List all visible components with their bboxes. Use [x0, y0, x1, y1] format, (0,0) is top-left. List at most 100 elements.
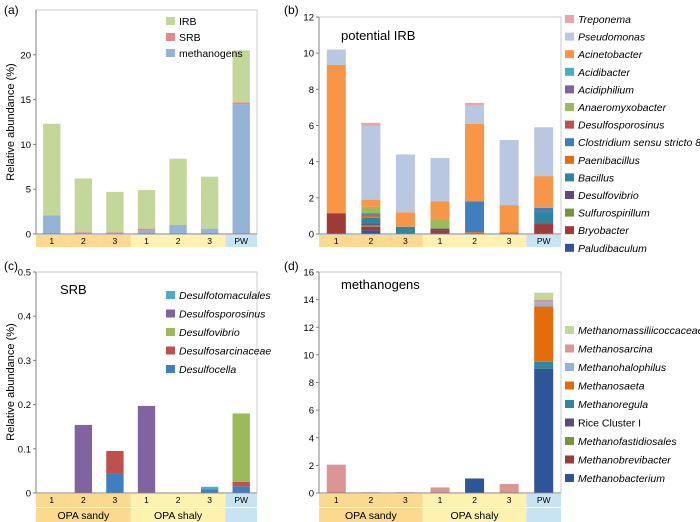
x-tick-label: 3	[403, 495, 408, 505]
legend-label: Methanoregula	[578, 399, 648, 411]
y-tick-label: 8	[309, 378, 314, 389]
y-tick-label: 14	[303, 295, 314, 306]
x-tick-label: 1	[334, 495, 339, 505]
legend-label: methanogens	[179, 48, 243, 60]
bar-segment	[43, 123, 61, 216]
bar-segment	[232, 102, 250, 105]
panel-b-label: (b)	[284, 3, 299, 17]
x-tick-label: 2	[176, 495, 181, 505]
bar-segment	[200, 486, 219, 490]
y-tick-label: 16	[303, 268, 314, 279]
legend-label: Pseudomonas	[578, 32, 646, 44]
x-tick-label: 2	[81, 495, 86, 505]
category-band	[225, 235, 257, 247]
legend-swatch	[166, 365, 175, 373]
legend-swatch	[166, 291, 175, 299]
legend-swatch	[565, 243, 574, 252]
bar-segment	[534, 211, 554, 224]
x-tick-label: 3	[207, 495, 212, 505]
group-label-shaly: OPA shaly	[450, 510, 499, 522]
group-band-pw	[526, 508, 561, 522]
y-tick-label: 0.2	[18, 400, 31, 411]
bar-segment	[499, 232, 519, 234]
bar-segment	[361, 215, 381, 218]
category-band	[526, 494, 561, 507]
legend-label: Rice Cluster I	[578, 418, 641, 430]
legend-swatch	[565, 437, 574, 445]
legend-swatch	[565, 85, 574, 94]
category-band	[388, 494, 423, 507]
y-tick-label: 10	[20, 140, 31, 151]
legend-label: Desulfosporosinus	[179, 309, 266, 321]
x-tick-label: 3	[403, 236, 408, 246]
bar-segment	[137, 190, 156, 229]
x-tick-label: 3	[207, 236, 212, 246]
bar-segment	[137, 405, 156, 493]
legend-label: IRB	[179, 16, 197, 28]
y-tick-label: 2	[309, 461, 314, 472]
bar-segment	[534, 368, 554, 493]
bar-segment	[361, 199, 381, 207]
legend-swatch	[565, 32, 574, 41]
bar-segment	[361, 214, 381, 216]
x-tick-label: 2	[368, 236, 373, 246]
y-tick-label: 4	[309, 157, 314, 168]
x-tick-label: 3	[113, 236, 118, 246]
category-band	[67, 494, 100, 507]
y-tick-label: 12	[303, 13, 314, 24]
bar-segment	[499, 139, 519, 206]
legend-label: Paludibaculum	[578, 243, 647, 255]
bar-segment	[232, 486, 250, 493]
x-tick-label: 2	[81, 236, 86, 246]
legend-label: Desulfosporosinus	[578, 120, 665, 132]
x-tick-label: 1	[49, 495, 54, 505]
category-band	[36, 494, 68, 507]
group-label-shaly: OPA shaly	[154, 510, 203, 522]
category-band	[353, 235, 389, 247]
legend-swatch	[565, 381, 574, 390]
category-band	[319, 235, 354, 247]
category-band	[491, 494, 527, 507]
bar-segment	[361, 224, 381, 227]
bar-segment	[499, 484, 519, 493]
bar-segment	[361, 125, 381, 200]
legend-swatch	[565, 400, 574, 408]
legend-label: Desulfotomaculales	[179, 290, 271, 302]
legend-label: Methanomassiliicoccaceae	[578, 325, 700, 337]
bar-segment	[395, 226, 415, 234]
category-band	[130, 235, 163, 247]
category-band	[130, 494, 163, 507]
legend-swatch	[166, 309, 175, 318]
bar-segment	[499, 205, 519, 233]
x-tick-label: PW	[234, 236, 248, 246]
x-tick-label: 1	[334, 236, 339, 246]
category-band	[422, 235, 458, 247]
legend-swatch	[565, 226, 574, 235]
legend-label: Acidiphilium	[577, 84, 634, 96]
y-tick-label: 5	[26, 185, 31, 196]
legend-swatch	[565, 173, 574, 182]
bar-segment	[534, 299, 554, 303]
bar-segment	[326, 64, 346, 214]
panel-b-title: potential IRB	[341, 28, 415, 43]
bar-segment	[232, 481, 250, 487]
legend-swatch	[565, 418, 574, 427]
bar-segment	[430, 230, 450, 234]
y-tick-label: 20	[20, 50, 31, 61]
panel-c-ylabel: Relative abundance (%)	[5, 323, 17, 440]
legend-swatch	[565, 474, 574, 482]
bar-segment	[430, 228, 450, 231]
legend-swatch	[166, 346, 175, 355]
category-band	[36, 235, 68, 247]
legend-label: Anaeromyxobacter	[577, 102, 667, 114]
bar-segment	[395, 154, 415, 213]
group-band-sandy	[36, 508, 131, 522]
category-band	[162, 494, 194, 507]
category-band	[422, 494, 458, 507]
bar-segment	[361, 217, 381, 224]
bar-segment	[361, 230, 381, 234]
bar-segment	[430, 487, 450, 493]
bar-segment	[534, 127, 554, 177]
bar-segment	[534, 306, 554, 362]
